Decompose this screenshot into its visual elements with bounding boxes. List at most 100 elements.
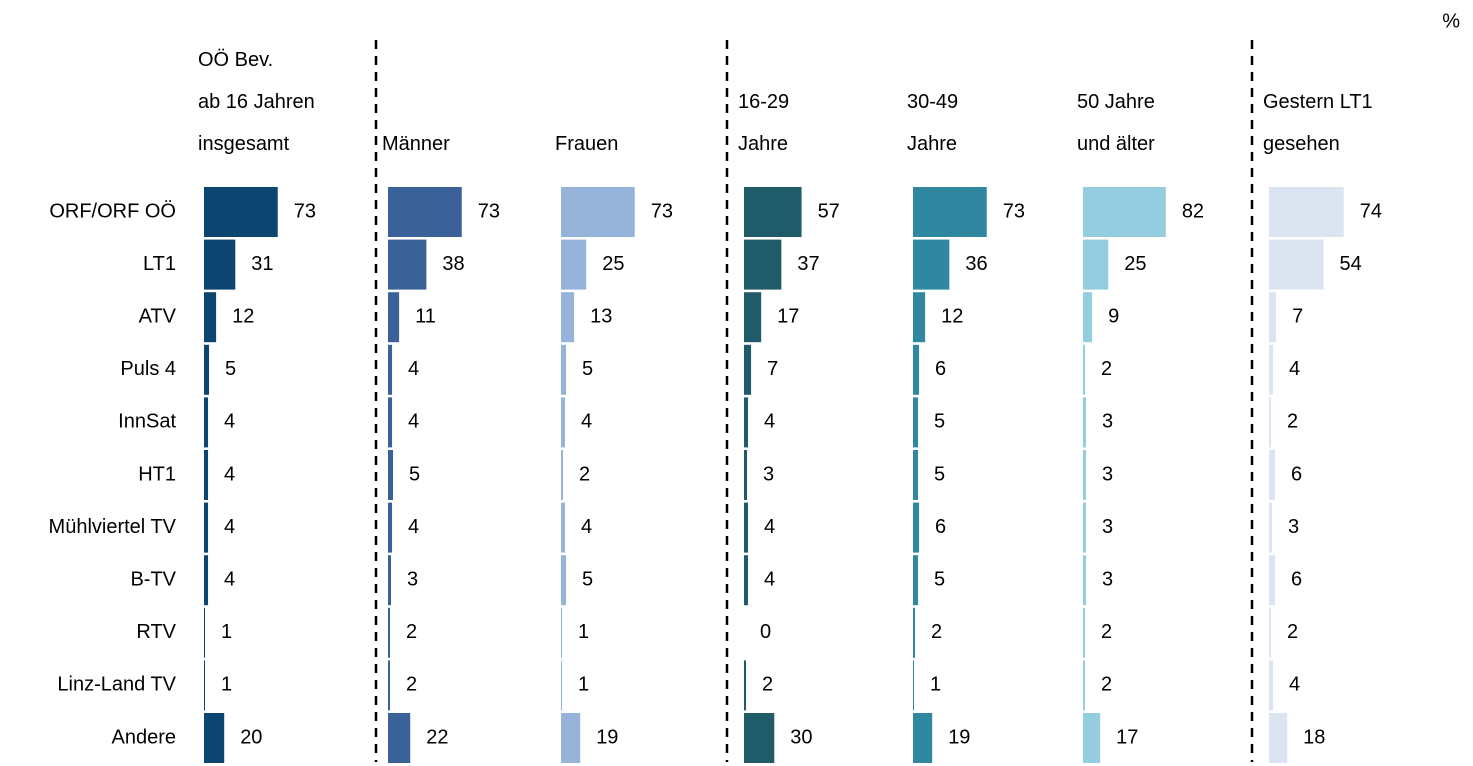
- value-label: 4: [408, 358, 419, 380]
- bar: [204, 713, 225, 763]
- bar: [1269, 660, 1274, 711]
- bar: [388, 239, 427, 290]
- value-label: 74: [1360, 200, 1382, 222]
- bar: [388, 607, 391, 658]
- category-label: Mühlviertel TV: [49, 516, 177, 538]
- series-header: 16-29 Jahre: [738, 91, 789, 155]
- value-label: 2: [1287, 621, 1298, 643]
- bar: [1269, 555, 1276, 606]
- bar: [204, 344, 210, 395]
- value-label: 17: [1116, 726, 1138, 748]
- value-label: 4: [224, 411, 235, 433]
- category-label: HT1: [138, 463, 176, 485]
- value-label: 20: [240, 726, 262, 748]
- value-label: 18: [1303, 726, 1325, 748]
- value-label: 5: [582, 568, 593, 590]
- bar: [388, 555, 392, 606]
- bar: [561, 292, 575, 343]
- category-label: InnSat: [118, 411, 176, 433]
- value-label: 3: [1102, 568, 1113, 590]
- category-label: ORF/ORF OÖ: [49, 200, 176, 222]
- bar: [561, 713, 581, 763]
- value-label: 3: [1102, 463, 1113, 485]
- value-label: 3: [407, 568, 418, 590]
- value-label: 5: [934, 568, 945, 590]
- value-label: 3: [1102, 411, 1113, 433]
- bar: [388, 502, 393, 553]
- value-label: 1: [221, 674, 232, 696]
- value-label: 4: [581, 516, 592, 538]
- value-label: 4: [1289, 358, 1300, 380]
- bar: [1269, 344, 1274, 395]
- category-label: B-TV: [130, 568, 176, 590]
- value-label: 38: [442, 253, 464, 275]
- bar: [388, 187, 462, 237]
- category-label: Puls 4: [120, 358, 176, 380]
- value-label: 30: [790, 726, 812, 748]
- value-label: 4: [224, 568, 235, 590]
- bar: [913, 344, 920, 395]
- bar: [1083, 713, 1101, 763]
- value-label: 3: [1288, 516, 1299, 538]
- value-label: 2: [406, 621, 417, 643]
- bar: [1083, 660, 1086, 711]
- bar: [561, 450, 564, 500]
- value-label: 4: [764, 568, 775, 590]
- bar: [744, 344, 752, 395]
- bar: [204, 292, 217, 343]
- bar: [744, 187, 802, 237]
- value-label: 25: [1124, 253, 1146, 275]
- bar: [913, 292, 926, 343]
- bar: [1269, 292, 1277, 343]
- bar: [388, 660, 391, 711]
- bar: [744, 713, 775, 763]
- value-label: 5: [934, 411, 945, 433]
- bar: [1083, 450, 1087, 500]
- category-label: Andere: [112, 726, 177, 748]
- series-header: 30-49 Jahre: [907, 91, 958, 155]
- value-label: 6: [935, 358, 946, 380]
- bar: [913, 397, 919, 448]
- bar: [1083, 239, 1109, 290]
- value-label: 4: [764, 516, 775, 538]
- bar: [204, 239, 236, 290]
- value-label: 2: [1287, 411, 1298, 433]
- category-label: Linz-Land TV: [57, 674, 176, 696]
- bar: [913, 555, 919, 606]
- bar: [744, 397, 749, 448]
- value-label: 4: [1289, 674, 1300, 696]
- bar: [204, 397, 209, 448]
- value-label: 5: [582, 358, 593, 380]
- value-label: 5: [225, 358, 236, 380]
- value-label: 6: [1291, 463, 1302, 485]
- bar: [744, 292, 762, 343]
- value-label: 17: [777, 305, 799, 327]
- unit-label: %: [1442, 10, 1460, 32]
- bar: [744, 555, 749, 606]
- value-label: 3: [763, 463, 774, 485]
- value-label: 7: [767, 358, 778, 380]
- value-label: 5: [409, 463, 420, 485]
- bar: [1269, 239, 1324, 290]
- value-label: 37: [797, 253, 819, 275]
- bar: [1083, 397, 1087, 448]
- value-label: 2: [406, 674, 417, 696]
- value-label: 5: [934, 463, 945, 485]
- value-label: 73: [478, 200, 500, 222]
- value-label: 2: [1101, 674, 1112, 696]
- series-header: OÖ Bev. ab 16 Jahren insgesamt: [198, 49, 315, 155]
- category-label: ATV: [139, 305, 177, 327]
- bar: [1083, 292, 1093, 343]
- bar: [561, 607, 563, 658]
- bar: [1269, 502, 1273, 553]
- bar: [1269, 397, 1272, 448]
- bar: [913, 239, 950, 290]
- bar: [561, 344, 567, 395]
- value-label: 1: [578, 621, 589, 643]
- bar: [204, 555, 209, 606]
- bar: [561, 187, 635, 237]
- value-label: 4: [408, 411, 419, 433]
- value-label: 22: [426, 726, 448, 748]
- bar: [913, 607, 916, 658]
- bar: [744, 660, 747, 711]
